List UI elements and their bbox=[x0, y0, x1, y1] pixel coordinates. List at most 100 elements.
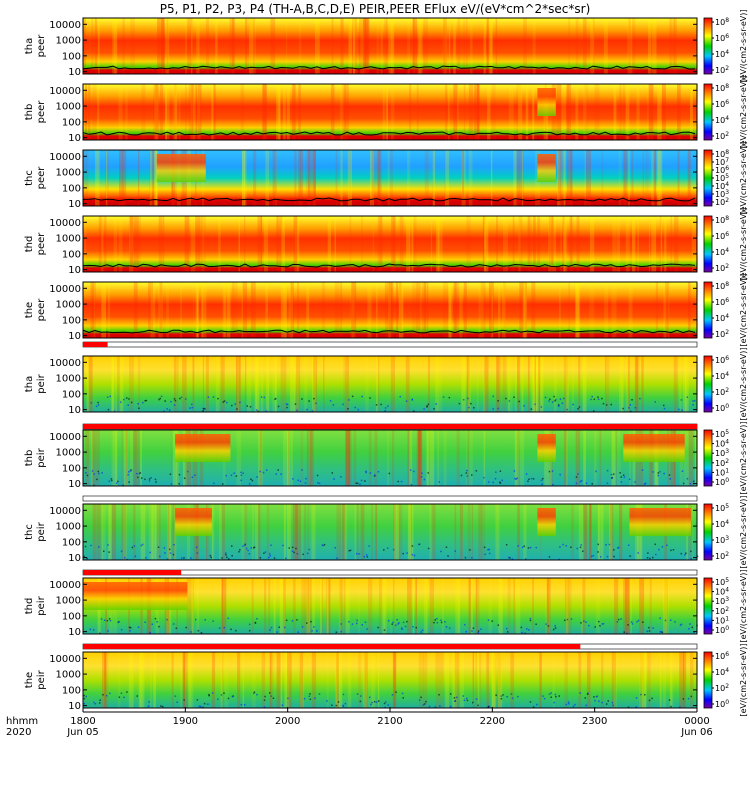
noise-speck bbox=[550, 696, 552, 698]
colorbar-tick-label: 102 bbox=[715, 387, 729, 397]
spectrogram-stripe bbox=[212, 504, 215, 560]
noise-speck bbox=[305, 477, 307, 480]
spectrogram-stripe bbox=[111, 356, 114, 412]
spectrogram-stripe bbox=[416, 430, 420, 486]
noise-speck bbox=[126, 397, 128, 399]
noise-speck bbox=[249, 406, 252, 408]
y-tick-label: 100 bbox=[62, 117, 81, 128]
panel-product-label: peir bbox=[36, 595, 47, 615]
spectrogram-stripe bbox=[664, 216, 667, 272]
noise-speck bbox=[97, 470, 99, 473]
spectrogram-stripe bbox=[575, 282, 579, 338]
noise-speck bbox=[686, 478, 689, 480]
colorbar-tick-label: 103 bbox=[715, 448, 729, 458]
noise-speck bbox=[194, 474, 196, 476]
noise-speck bbox=[559, 473, 561, 476]
noise-speck bbox=[627, 706, 630, 708]
noise-speck bbox=[475, 470, 478, 472]
y-tick-label: 1000 bbox=[56, 234, 81, 245]
spectrogram-stripe bbox=[673, 18, 677, 74]
spectrogram-stripe bbox=[639, 652, 643, 708]
noise-speck bbox=[599, 625, 601, 627]
panel-product-label: peir bbox=[36, 521, 47, 541]
colorbar-tick-label: 104 bbox=[715, 115, 729, 125]
spectrogram-stripe bbox=[95, 430, 100, 486]
spectrogram-stripe bbox=[472, 652, 475, 708]
spectrogram-stripe bbox=[632, 216, 636, 272]
spectrogram-stripe bbox=[538, 356, 541, 412]
spectrogram-stripe bbox=[493, 652, 497, 708]
spectrogram-stripe bbox=[382, 84, 385, 140]
noise-speck bbox=[315, 402, 317, 405]
spectrogram-stripe bbox=[484, 216, 486, 272]
noise-speck bbox=[387, 405, 389, 407]
spectrogram-stripe bbox=[361, 216, 363, 272]
noise-speck bbox=[420, 476, 423, 478]
noise-speck bbox=[250, 547, 252, 549]
panel-frame bbox=[82, 355, 698, 413]
spectrogram-stripe bbox=[432, 150, 435, 206]
spectrogram-stripe bbox=[94, 18, 97, 74]
noise-speck bbox=[405, 400, 408, 402]
spectrogram-stripe bbox=[186, 578, 192, 634]
y-tick-label: 10000 bbox=[49, 358, 81, 369]
noise-speck bbox=[535, 546, 537, 549]
spectrogram-stripe bbox=[117, 652, 121, 708]
spectrogram-stripe bbox=[531, 356, 535, 412]
spectrogram-stripe bbox=[563, 150, 566, 206]
spectrogram-stripe bbox=[301, 578, 305, 634]
spectrogram-stripe bbox=[437, 216, 443, 272]
noise-speck bbox=[144, 478, 146, 481]
spectrogram-stripe bbox=[584, 150, 587, 206]
noise-speck bbox=[248, 483, 251, 485]
noise-speck bbox=[256, 476, 258, 478]
noise-speck bbox=[426, 405, 428, 407]
y-tick-label: 1000 bbox=[56, 102, 81, 113]
status-flag-active bbox=[83, 424, 697, 429]
spectrogram-stripe bbox=[455, 578, 460, 634]
noise-speck bbox=[240, 471, 242, 474]
noise-speck bbox=[275, 473, 277, 475]
noise-speck bbox=[606, 482, 609, 484]
noise-speck bbox=[91, 470, 94, 472]
noise-speck bbox=[563, 397, 565, 400]
noise-speck bbox=[570, 546, 572, 548]
noise-speck bbox=[689, 483, 692, 485]
noise-speck bbox=[521, 546, 524, 549]
noise-speck bbox=[399, 395, 401, 398]
spectrogram-stripe bbox=[276, 216, 281, 272]
noise-speck bbox=[107, 630, 109, 632]
spectrogram-stripe bbox=[188, 84, 192, 140]
spectrogram-stripe bbox=[177, 356, 179, 412]
noise-speck bbox=[663, 407, 666, 410]
noise-speck bbox=[402, 552, 404, 555]
noise-speck bbox=[384, 706, 386, 709]
noise-speck bbox=[585, 482, 588, 484]
spectrogram-stripe bbox=[390, 356, 395, 412]
spectrogram-stripe bbox=[304, 578, 310, 634]
spectrogram-stripe bbox=[565, 430, 568, 486]
noise-speck bbox=[120, 550, 123, 553]
spectrogram-stripe bbox=[307, 150, 313, 206]
colorbar-tick-label: 105 bbox=[715, 577, 729, 587]
spectrogram-stripe bbox=[507, 356, 513, 412]
spectrogram-stripe bbox=[616, 216, 621, 272]
noise-speck bbox=[473, 407, 475, 409]
colorbar-tick-label: 102 bbox=[715, 131, 729, 141]
noise-speck bbox=[356, 482, 359, 485]
noise-speck bbox=[217, 397, 219, 400]
noise-speck bbox=[185, 626, 187, 629]
spectrogram-stripe bbox=[106, 150, 108, 206]
noise-speck bbox=[256, 693, 258, 696]
noise-speck bbox=[652, 556, 654, 559]
spectrogram-stripe bbox=[452, 652, 455, 708]
noise-speck bbox=[304, 482, 307, 484]
spectrogram-stripe bbox=[189, 652, 194, 708]
noise-speck bbox=[164, 552, 166, 554]
noise-speck bbox=[348, 550, 350, 552]
noise-speck bbox=[680, 399, 683, 401]
spectrogram-stripe bbox=[487, 18, 490, 74]
noise-speck bbox=[99, 702, 101, 704]
noise-speck bbox=[568, 703, 570, 705]
noise-speck bbox=[285, 403, 288, 405]
